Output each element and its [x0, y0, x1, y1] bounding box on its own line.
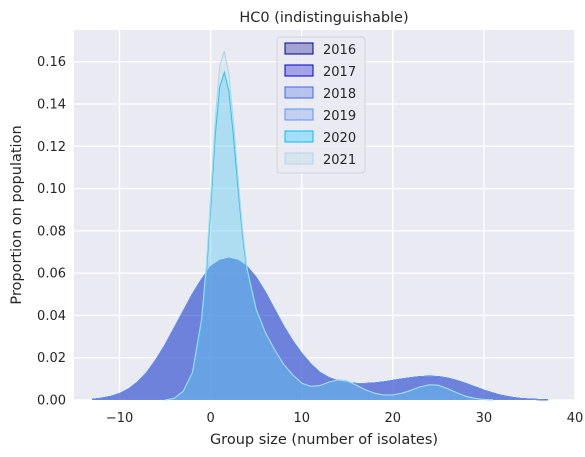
- legend-label-2016: 2016: [323, 43, 356, 58]
- legend-label-2021: 2021: [323, 153, 356, 168]
- legend-swatch-2016: [285, 43, 313, 54]
- x-tick-label: 40: [567, 411, 584, 426]
- y-tick-label: 0.06: [37, 267, 66, 282]
- y-tick-label: 0.04: [37, 309, 66, 324]
- y-tick-labels: 0.00 0.02 0.04 0.06 0.08 0.10 0.12 0.14 0.16: [37, 55, 66, 408]
- y-tick-label: 0.10: [37, 182, 66, 197]
- legend-swatch-2019: [285, 109, 313, 120]
- y-axis-label: Proportion on population: [9, 125, 25, 304]
- x-tick-label: 0: [206, 411, 214, 426]
- y-tick-label: 0.14: [37, 98, 66, 113]
- legend-swatch-2020: [285, 131, 313, 142]
- y-tick-label: 0.02: [37, 351, 66, 366]
- x-tick-label: 30: [476, 411, 493, 426]
- legend-swatch-2018: [285, 87, 313, 98]
- legend-label-2017: 2017: [323, 65, 356, 80]
- y-tick-label: 0.12: [37, 140, 66, 155]
- legend-swatch-2021: [285, 153, 313, 164]
- x-tick-label: −10: [106, 411, 133, 426]
- y-tick-label: 0.16: [37, 55, 66, 70]
- y-tick-label: 0.08: [37, 224, 66, 239]
- legend-label-2020: 2020: [323, 131, 356, 146]
- x-axis-label: Group size (number of isolates): [210, 432, 438, 448]
- legend-label-2019: 2019: [323, 109, 356, 124]
- legend-swatch-2017: [285, 65, 313, 76]
- y-tick-label: 0.00: [37, 394, 66, 409]
- legend: 2016 2017 2018 2019 2020 2021: [277, 37, 365, 173]
- chart-title: HC0 (indistinguishable): [239, 10, 408, 26]
- x-tick-label: 10: [293, 411, 310, 426]
- legend-label-2018: 2018: [323, 87, 356, 102]
- x-tick-label: 20: [385, 411, 402, 426]
